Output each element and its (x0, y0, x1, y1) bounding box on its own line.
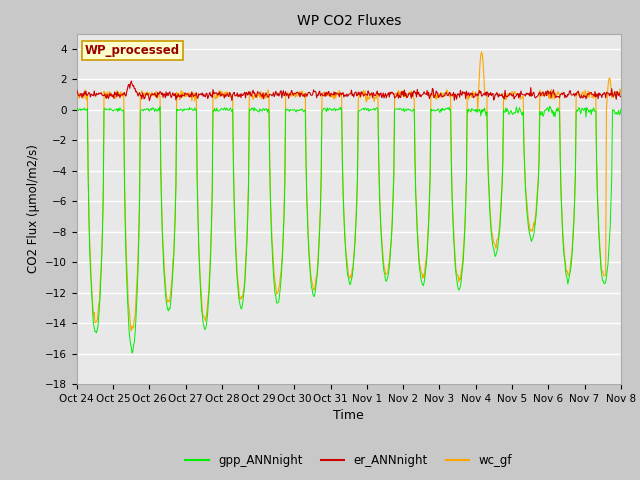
gpp_ANNnight (223, 107, 231, 113)
wc_gf (617, 91, 625, 96)
er_ANNnight (83, 93, 90, 98)
wc_gf (83, 97, 90, 103)
wc_gf (127, 328, 135, 334)
gpp_ANNnight (83, 108, 90, 113)
Text: WP_processed: WP_processed (85, 44, 180, 57)
Y-axis label: CO2 Flux (μmol/m2/s): CO2 Flux (μmol/m2/s) (26, 144, 40, 273)
gpp_ANNnight (546, 104, 554, 109)
wc_gf (195, 237, 202, 242)
gpp_ANNnight (73, 105, 81, 111)
gpp_ANNnight (431, 108, 439, 113)
wc_gf (223, 89, 231, 95)
er_ANNnight (617, 94, 625, 100)
wc_gf (431, 96, 439, 102)
gpp_ANNnight (128, 350, 136, 356)
er_ANNnight (224, 93, 232, 99)
wc_gf (73, 93, 81, 98)
Line: gpp_ANNnight: gpp_ANNnight (77, 107, 621, 353)
gpp_ANNnight (195, 240, 202, 246)
er_ANNnight (73, 87, 81, 93)
gpp_ANNnight (416, 266, 424, 272)
Line: wc_gf: wc_gf (77, 52, 621, 331)
er_ANNnight (417, 92, 424, 97)
er_ANNnight (127, 78, 135, 84)
er_ANNnight (196, 92, 204, 98)
gpp_ANNnight (140, 108, 147, 114)
er_ANNnight (140, 93, 147, 98)
Legend: gpp_ANNnight, er_ANNnight, wc_gf: gpp_ANNnight, er_ANNnight, wc_gf (180, 449, 517, 472)
er_ANNnight (433, 88, 440, 94)
Title: WP CO2 Fluxes: WP CO2 Fluxes (296, 14, 401, 28)
wc_gf (416, 261, 424, 267)
wc_gf (477, 49, 485, 55)
er_ANNnight (145, 98, 153, 104)
X-axis label: Time: Time (333, 409, 364, 422)
Line: er_ANNnight: er_ANNnight (77, 81, 621, 101)
wc_gf (140, 92, 147, 97)
gpp_ANNnight (617, 107, 625, 112)
